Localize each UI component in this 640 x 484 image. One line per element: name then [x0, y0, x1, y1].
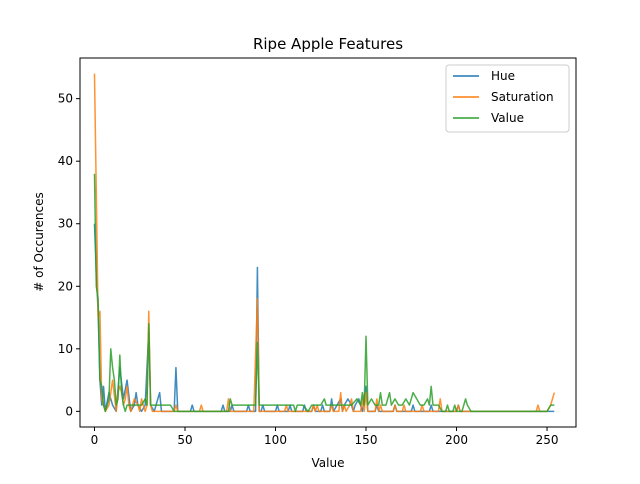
y-tick-label: 20 — [58, 279, 73, 293]
y-axis-ticks: 0 10 20 30 40 50 — [58, 92, 80, 418]
plot-lines — [93, 73, 556, 413]
plot-frame — [79, 57, 577, 428]
legend-box — [445, 64, 570, 133]
x-tick-label: 150 — [355, 433, 378, 447]
x-tick-label: 0 — [91, 433, 99, 447]
y-tick-label: 10 — [58, 342, 73, 356]
y-tick-label: 0 — [65, 404, 73, 418]
y-tick-label: 30 — [58, 217, 73, 231]
legend-label-saturation: Saturation — [491, 90, 554, 104]
series-line-value — [93, 173, 555, 413]
x-axis-ticks: 0 50 100 150 200 250 — [91, 427, 559, 447]
x-tick-label: 250 — [536, 433, 559, 447]
legend-label-value: Value — [491, 111, 524, 125]
legend-label-hue: Hue — [491, 69, 515, 83]
x-axis-label: Value — [312, 456, 345, 470]
x-tick-label: 50 — [177, 433, 192, 447]
x-tick-label: 200 — [445, 433, 468, 447]
y-axis-label: # of Occurences — [32, 192, 46, 291]
x-tick-label: 100 — [264, 433, 287, 447]
chart-title: Ripe Apple Features — [253, 35, 403, 53]
y-tick-label: 50 — [58, 92, 73, 106]
y-tick-label: 40 — [58, 154, 73, 168]
legend: Hue Saturation Value — [445, 64, 570, 133]
